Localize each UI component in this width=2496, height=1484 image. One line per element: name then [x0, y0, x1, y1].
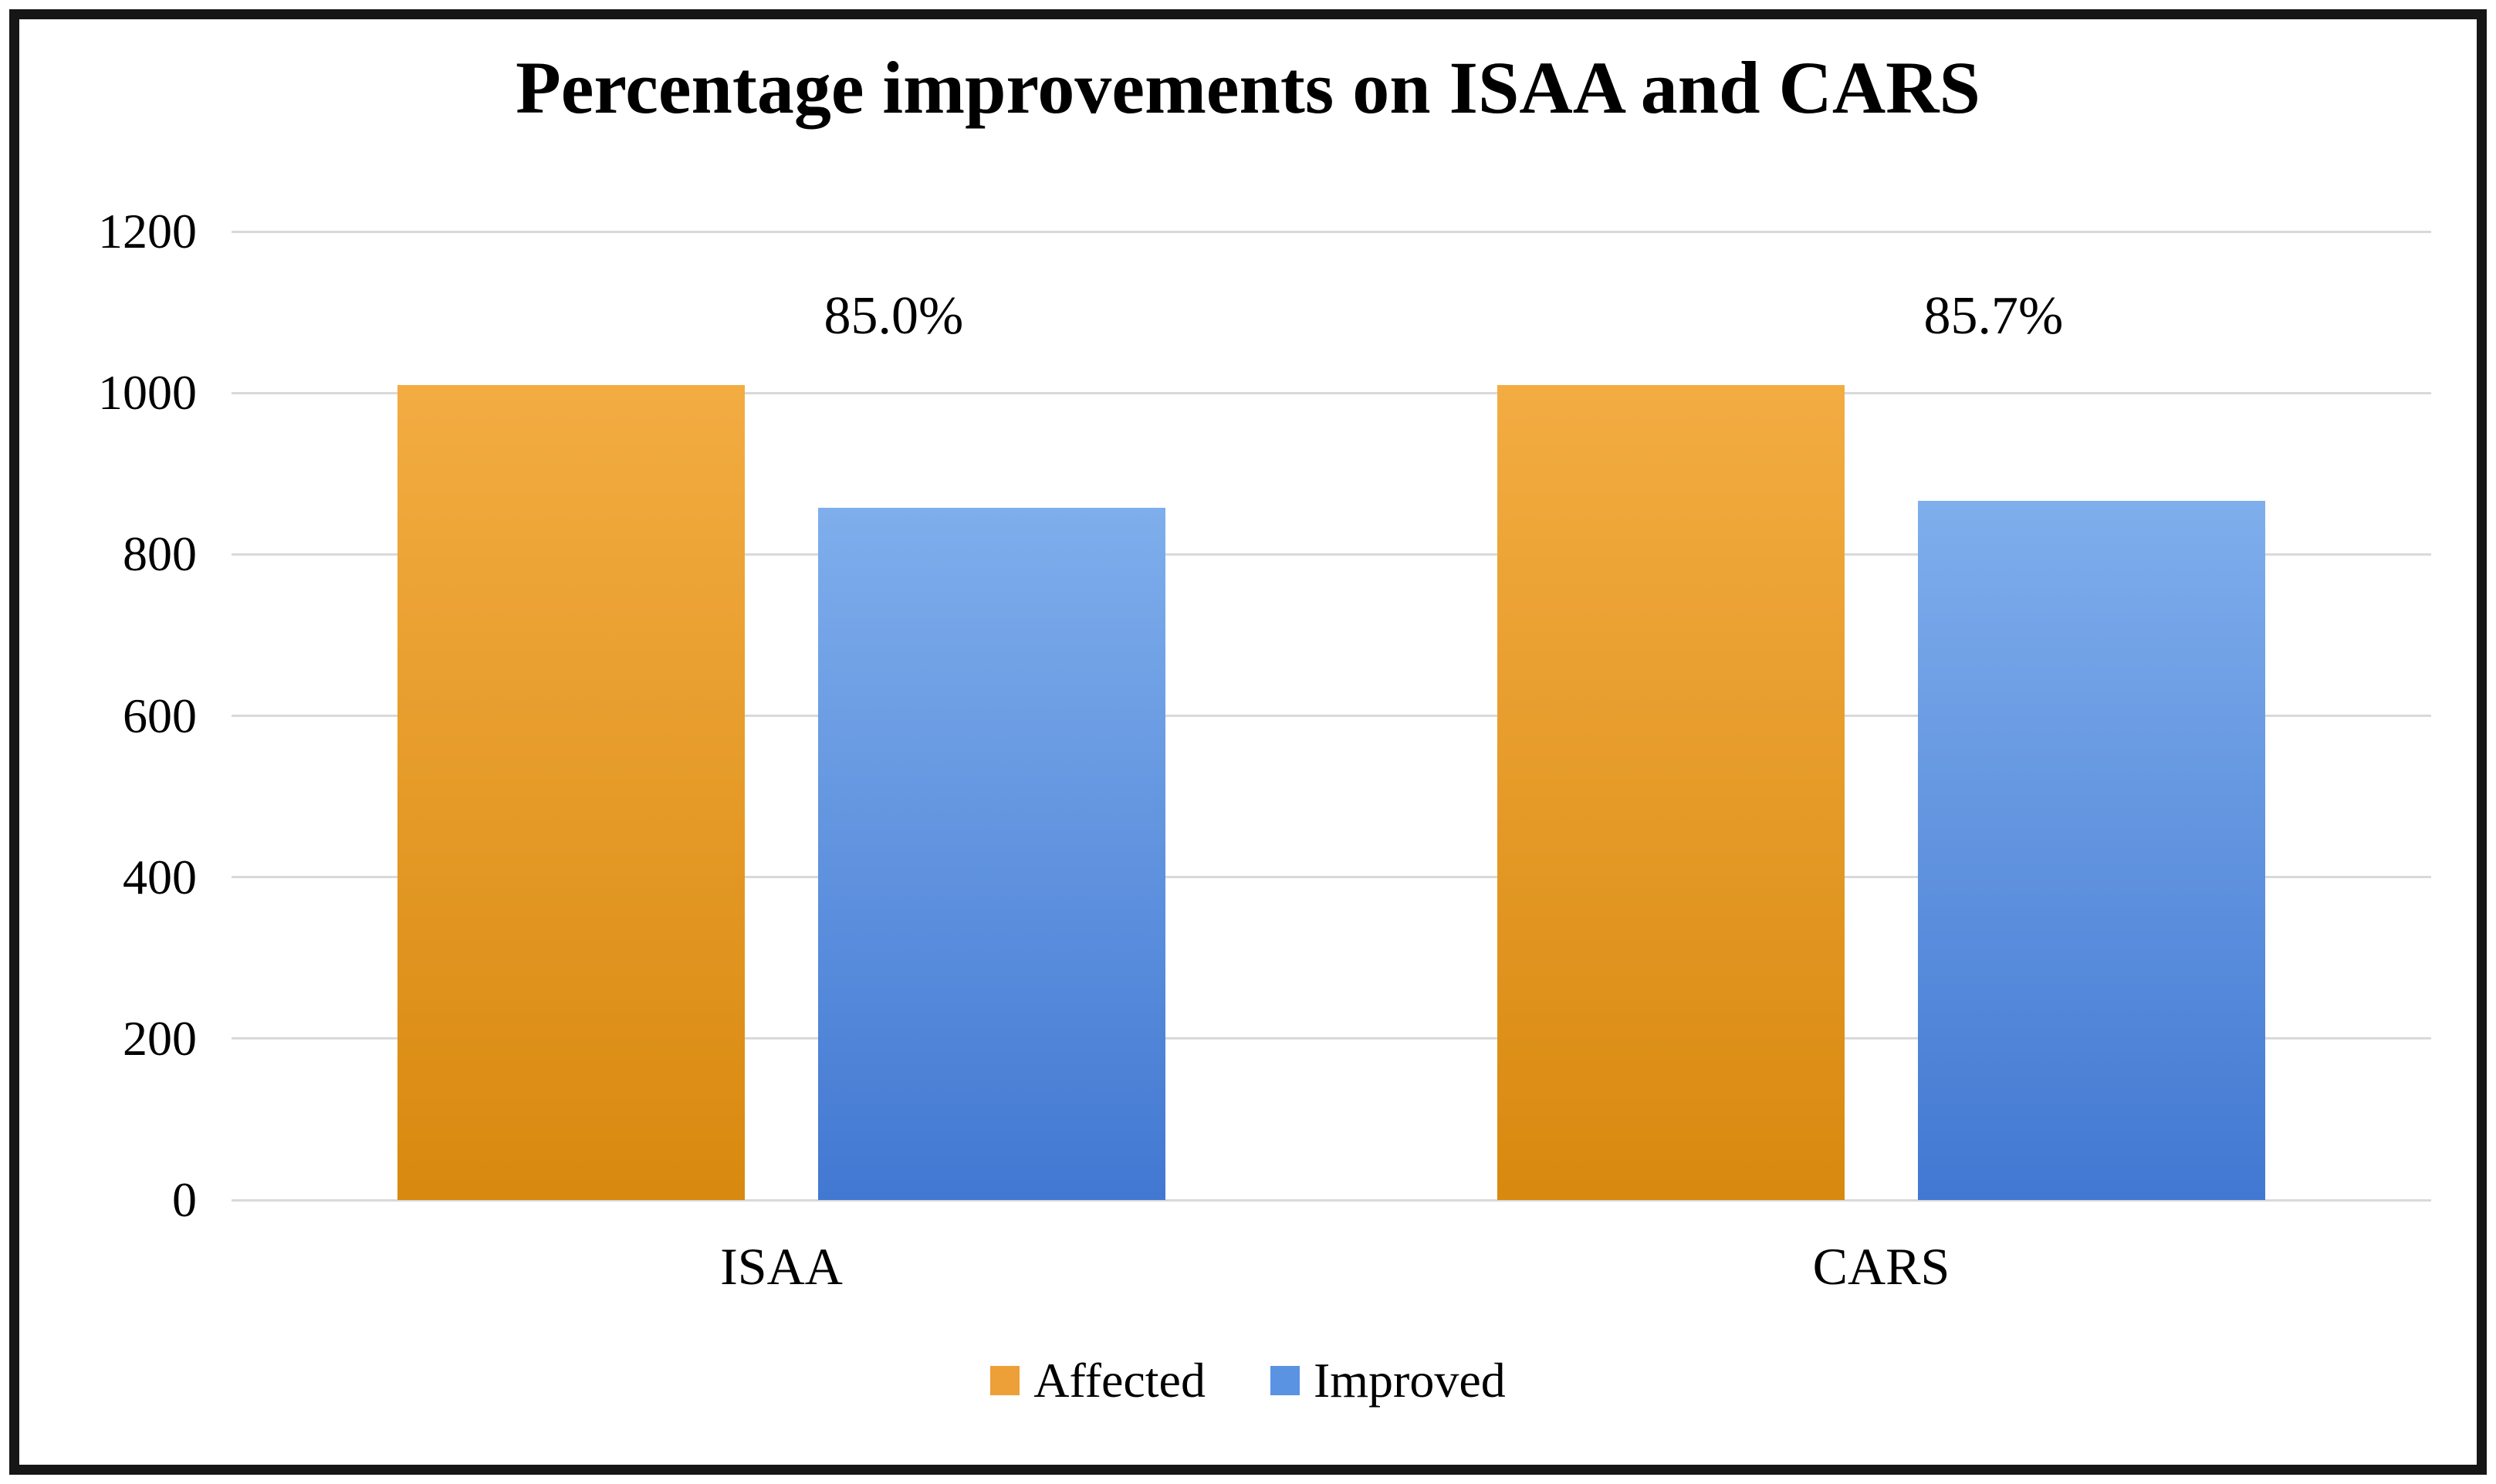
legend-item-improved: Improved	[1270, 1352, 1506, 1409]
gridline-0	[232, 1198, 2431, 1202]
annotation-cars: 85.7%	[1923, 286, 2064, 346]
bar-isaa-affected	[397, 384, 746, 1200]
x-category-label-isaa: ISAA	[720, 1237, 843, 1296]
gridline-1000	[232, 391, 2431, 394]
y-tick-label-200: 200	[123, 1010, 197, 1066]
y-tick-label-0: 0	[172, 1172, 197, 1227]
bar-isaa-improved	[817, 507, 1165, 1200]
y-axis-labels: 0 200 400 600 800 1000 1200	[31, 204, 197, 1227]
y-tick-label-1200: 1200	[98, 204, 197, 259]
annotation-isaa: 85.0%	[824, 286, 964, 346]
annotations-layer: 85.0% 85.7%	[232, 232, 2431, 1200]
gridlines-layer	[232, 230, 2431, 1202]
bar-cars-affected	[1497, 384, 1845, 1200]
y-tick-label-600: 600	[123, 688, 197, 743]
bars-layer	[232, 232, 2431, 1200]
gridline-200	[232, 1037, 2431, 1040]
y-tick-label-800: 800	[123, 526, 197, 582]
y-tick-label-400: 400	[123, 849, 197, 904]
plot-area: 85.0% 85.7%	[232, 230, 2431, 1202]
y-tick-label-1000: 1000	[98, 365, 197, 421]
gridline-600	[232, 715, 2431, 717]
legend-swatch-icon	[990, 1366, 1020, 1395]
legend-label: Improved	[1313, 1353, 1506, 1408]
legend-swatch-icon	[1270, 1366, 1300, 1395]
gridline-400	[232, 876, 2431, 879]
x-axis-labels: ISAA CARS	[232, 1236, 2431, 1306]
x-category-label-cars: CARS	[1812, 1237, 1950, 1296]
legend-item-affected: Affected	[990, 1352, 1206, 1409]
bar-cars-improved	[1917, 501, 2265, 1200]
legend-label: Affected	[1033, 1353, 1206, 1408]
legend: Affected Improved	[0, 1352, 2496, 1409]
gridline-1200	[232, 230, 2431, 233]
gridline-800	[232, 553, 2431, 556]
chart-title: Percentage improvements on ISAA and CARS	[516, 46, 1980, 129]
